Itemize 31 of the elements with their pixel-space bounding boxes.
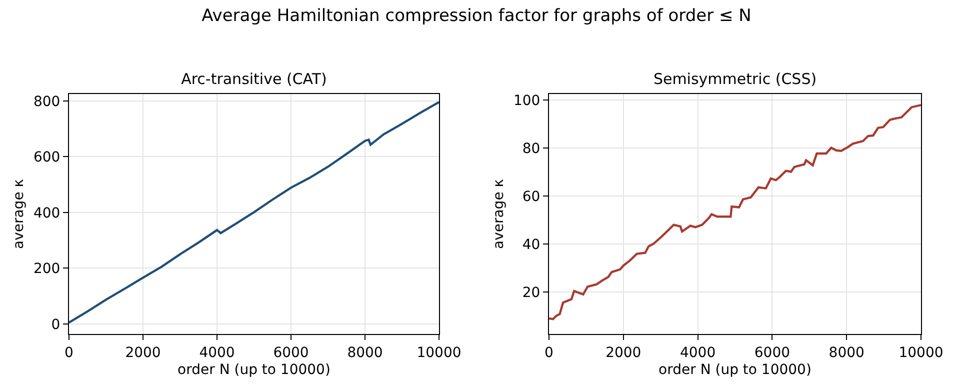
- y-tick-label: 40: [522, 236, 540, 253]
- chart-title: Arc-transitive (CAT): [181, 70, 327, 88]
- line-series: [69, 100, 439, 324]
- line-series: [549, 104, 921, 320]
- y-tick-label: 600: [33, 150, 60, 166]
- y-tick-label: 60: [522, 188, 540, 205]
- x-tick-label: 0: [544, 344, 554, 361]
- y-tick-label: 400: [33, 205, 60, 222]
- y-tick-label: 100: [513, 92, 540, 109]
- y-tick-label: 20: [522, 284, 540, 301]
- x-tick-label: 10000: [898, 344, 944, 361]
- y-tick-label: 0: [51, 316, 60, 333]
- x-tick-label: 6000: [754, 344, 790, 361]
- x-tick-label: 6000: [273, 344, 309, 361]
- chart-title: Semisymmetric (CSS): [653, 70, 817, 88]
- x-tick-label: 2000: [606, 344, 642, 361]
- x-tick-label: 10000: [416, 344, 462, 361]
- y-tick-label: 200: [33, 261, 60, 278]
- x-axis-title: order N (up to 10000): [658, 362, 812, 378]
- y-axis-title: average κ: [11, 178, 28, 250]
- x-axis-title: order N (up to 10000): [178, 362, 330, 378]
- x-tick-label: 2000: [125, 344, 161, 361]
- x-tick-label: 8000: [828, 344, 864, 361]
- x-tick-label: 4000: [680, 344, 716, 361]
- text: Average Hamiltonian compression factor for graphs of order ≤ N: [200, 6, 752, 26]
- y-tick-label: 80: [522, 140, 540, 157]
- y-axis-title: average κ: [491, 178, 508, 250]
- x-tick-label: 4000: [199, 344, 235, 361]
- y-tick-label: 800: [33, 94, 60, 110]
- x-tick-label: 8000: [347, 344, 383, 361]
- x-tick-label: 0: [64, 344, 74, 361]
